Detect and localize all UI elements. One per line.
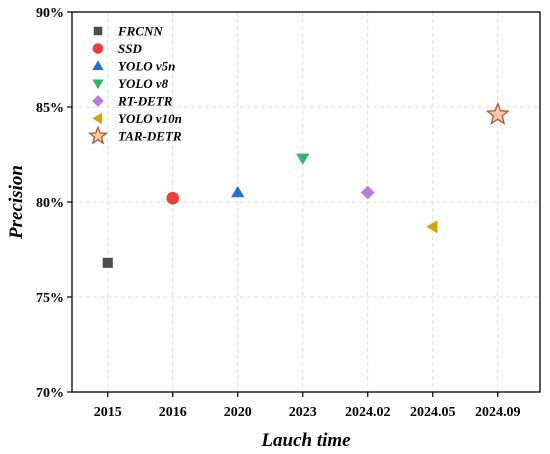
legend-label-yolo-v5n: YOLO v5n (118, 59, 175, 74)
data-point-frcnn (102, 257, 113, 268)
x-tick-label: 2015 (94, 405, 122, 420)
legend-label-yolo-v10n: YOLO v10n (118, 111, 182, 126)
legend-label-frcnn: FRCNN (117, 24, 163, 39)
x-tick-label: 2024.05 (410, 405, 456, 420)
legend-label-yolo-v8: YOLO v8 (118, 76, 169, 91)
data-point-yolo-v8 (296, 153, 310, 165)
legend-marker-yolo-v10n (92, 112, 102, 125)
y-axis-title: Precision (6, 165, 27, 240)
x-tick-label: 2024.02 (345, 405, 391, 420)
y-tick-label: 70% (36, 386, 64, 401)
legend-label-rt-detr: RT-DETR (117, 94, 173, 109)
data-point-yolo-v5n (231, 185, 245, 198)
data-point-tar-detr (485, 101, 510, 125)
data-point-ssd (166, 191, 180, 205)
grid (72, 12, 540, 392)
x-tick-label: 2024.09 (475, 405, 521, 420)
legend: FRCNN SSD YOLO v5n YOLO v8 RT-DETR YOLO v10n T… (87, 24, 182, 145)
x-tick-label: 2016 (159, 405, 187, 420)
legend-marker-rt-detr (92, 95, 104, 107)
legend-marker-ssd (92, 43, 104, 54)
legend-label-tar-detr: TAR-DETR (118, 129, 182, 144)
y-tick-label: 80% (36, 196, 64, 211)
y-tick-label: 75% (36, 291, 64, 306)
x-tick-label: 2023 (289, 405, 317, 420)
y-tick-label: 90% (36, 6, 64, 21)
legend-label-ssd: SSD (118, 41, 142, 56)
data-point-yolo-v10n (426, 220, 438, 234)
legend-marker-frcnn (93, 26, 103, 36)
y-tick-label: 85% (36, 101, 64, 116)
axis-ticks: 70% 75% 80% 85% 90% 2015 2016 2020 2023 2024.02 20… (36, 6, 521, 420)
data-points (102, 101, 510, 268)
legend-marker-tar-detr (87, 125, 109, 145)
legend-marker-yolo-v5n (92, 60, 104, 70)
data-point-rt-detr (360, 185, 375, 200)
x-tick-label: 2020 (224, 405, 252, 420)
x-axis-title: Lauch time (260, 430, 351, 451)
legend-marker-yolo-v8 (92, 79, 104, 90)
